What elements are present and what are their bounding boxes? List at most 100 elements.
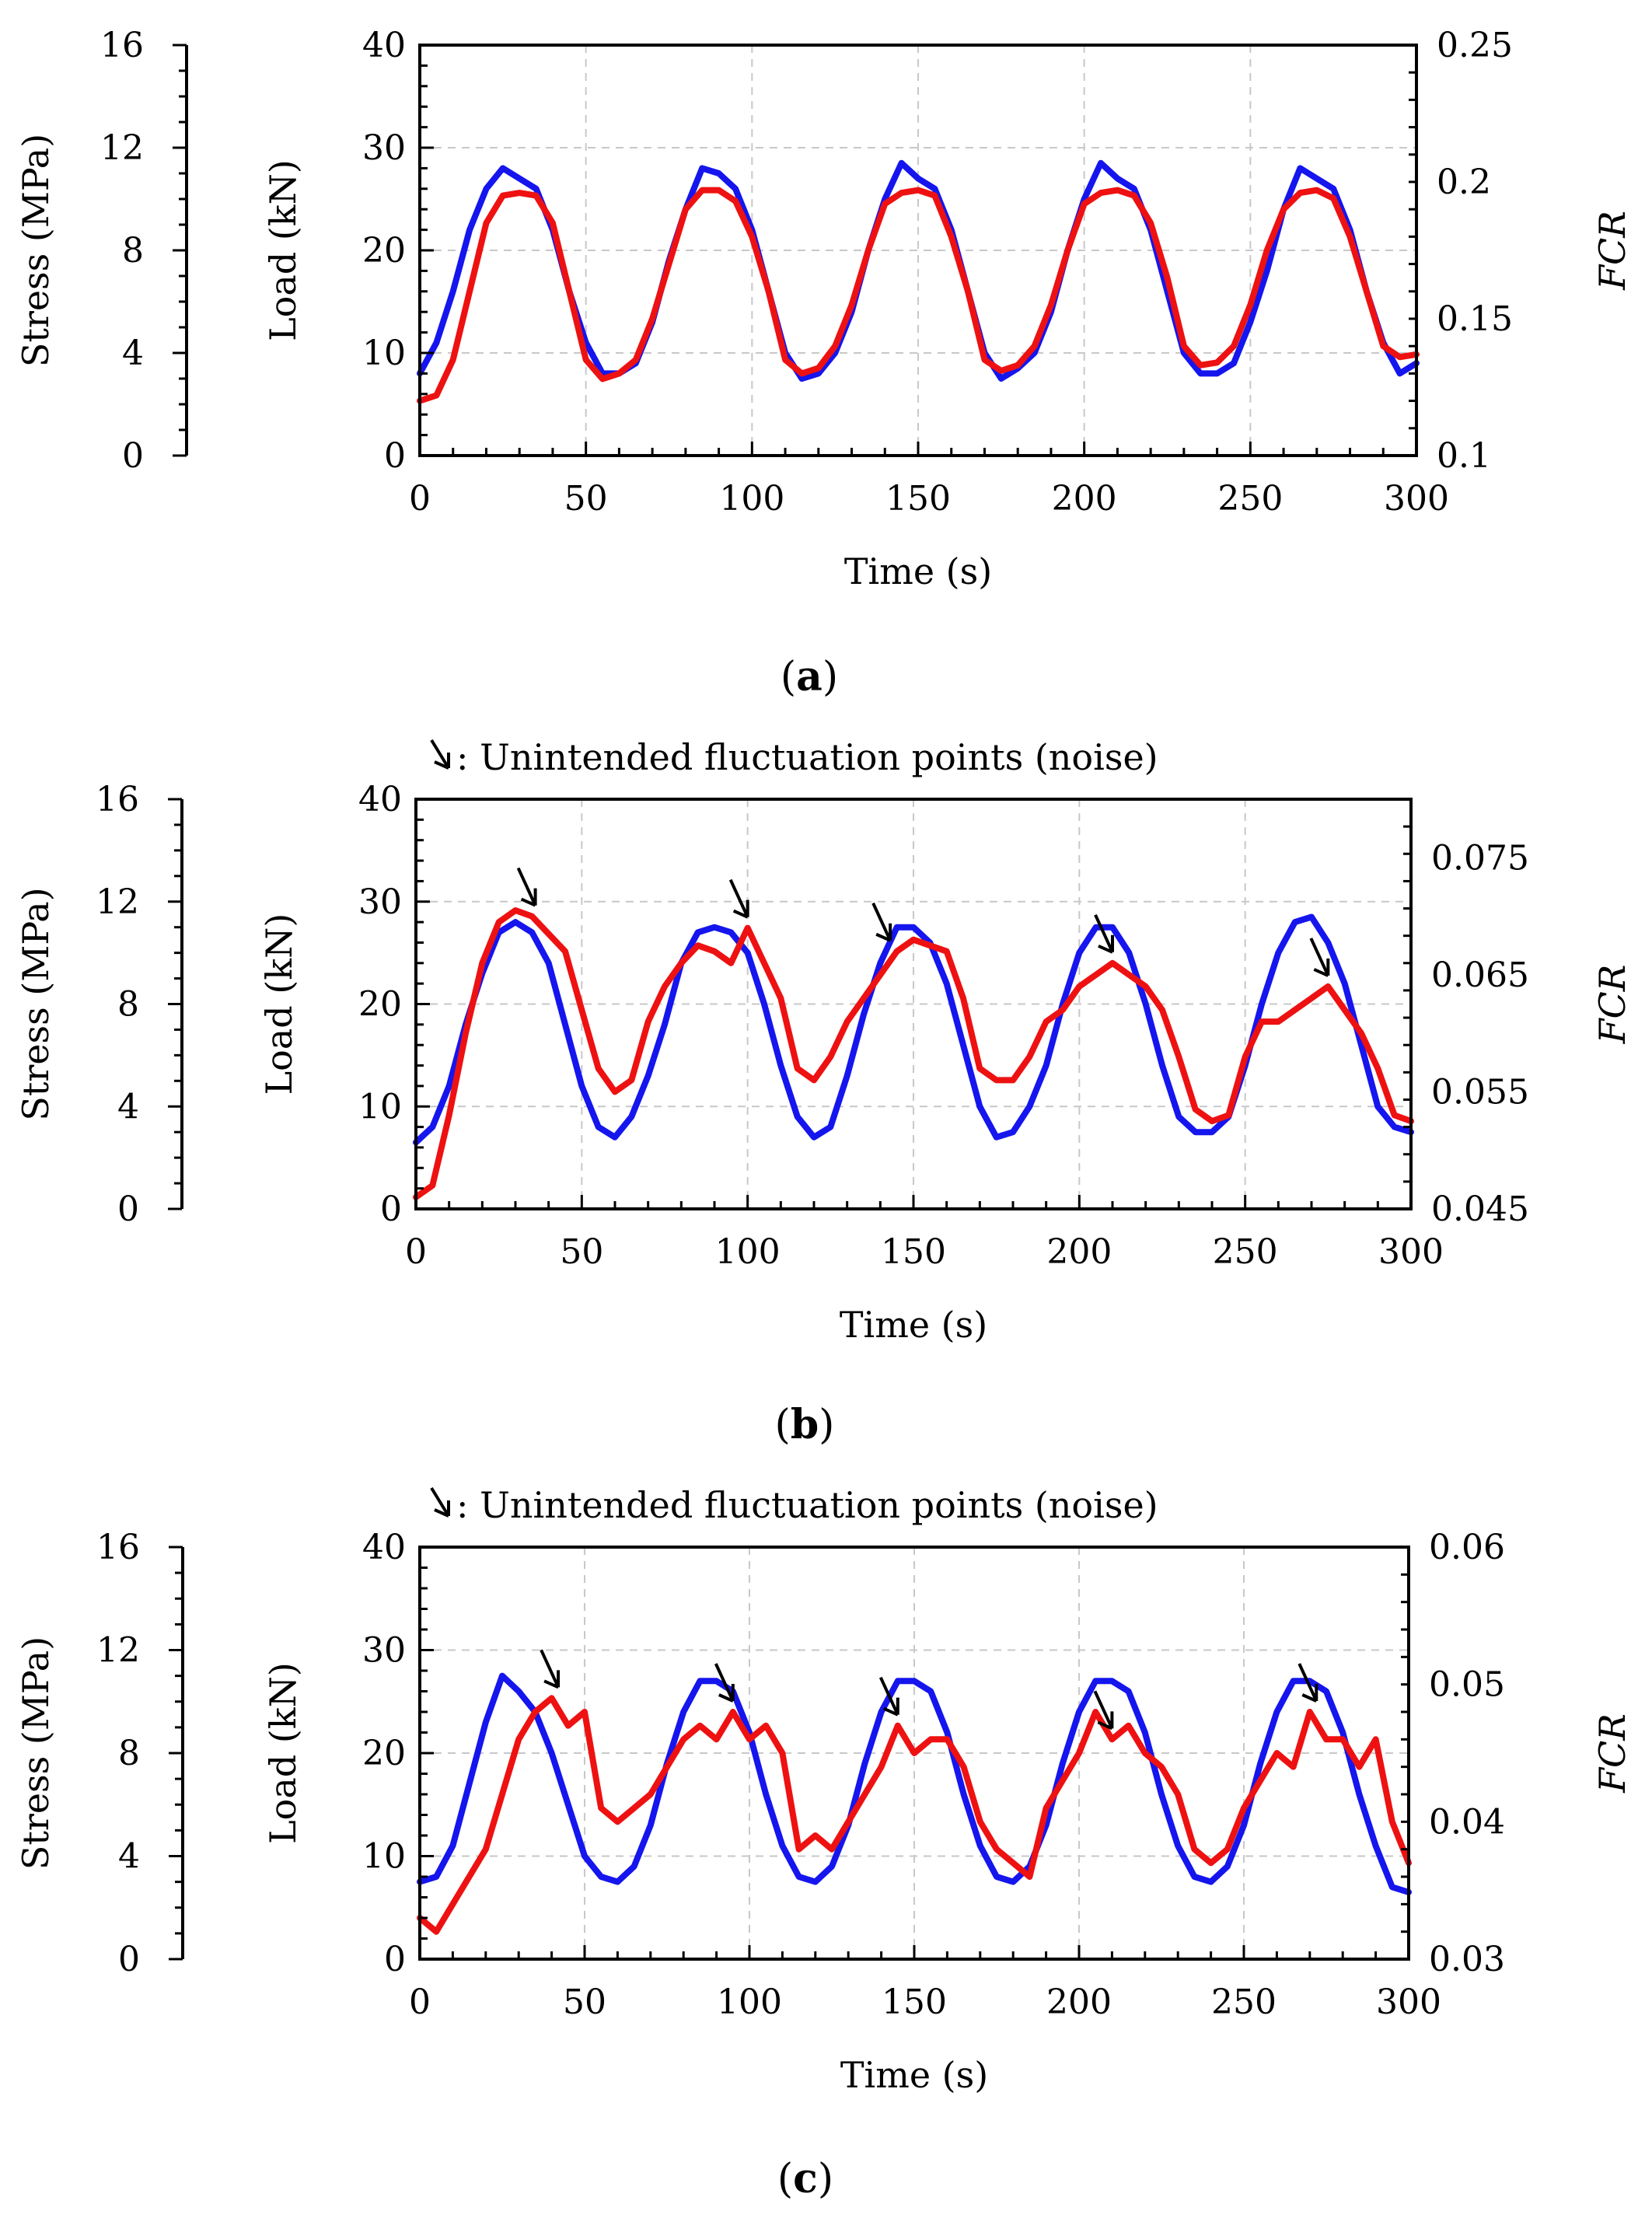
y-tick-label: 30 bbox=[362, 128, 406, 168]
x-tick-label: 0 bbox=[409, 1982, 431, 2022]
y-tick-label: 40 bbox=[362, 1528, 406, 1567]
legend-arrow-icon bbox=[430, 1486, 450, 1518]
noise-arrow-icon bbox=[728, 878, 749, 919]
y-tick-label: 10 bbox=[362, 334, 406, 373]
x-tick-label: 100 bbox=[719, 479, 784, 519]
stress-tick-label: 8 bbox=[118, 1734, 140, 1773]
load-axis-title: Load (kN) bbox=[258, 913, 300, 1095]
panel-b: 0 50 100 150 200 250 3000102030400.0450.0550.0… bbox=[15, 736, 1633, 1448]
stress-tick-label: 12 bbox=[100, 128, 144, 168]
load-axis-title: Load (kN) bbox=[262, 159, 304, 341]
stress-axis-title: Stress (MPa) bbox=[15, 887, 57, 1120]
fcr-axis-title: FCR bbox=[1591, 965, 1633, 1045]
legend-arrow-icon bbox=[430, 739, 450, 770]
stress-tick-label: 0 bbox=[117, 1189, 139, 1229]
x-tick-label: 300 bbox=[1376, 1982, 1441, 2022]
right-tick-label: 0.2 bbox=[1437, 162, 1491, 202]
noise-arrow-icon bbox=[878, 1676, 899, 1717]
x-tick-label: 200 bbox=[1046, 1232, 1112, 1272]
stress-tick-label: 16 bbox=[100, 26, 144, 65]
y-tick-label: 30 bbox=[362, 1631, 406, 1671]
noise-arrow-icon bbox=[871, 902, 892, 942]
fcr-series-line bbox=[417, 187, 1420, 404]
right-tick-label: 0.045 bbox=[1431, 1189, 1529, 1229]
x-tick-label: 150 bbox=[885, 479, 951, 519]
y-tick-label: 0 bbox=[384, 1940, 406, 1979]
right-tick-label: 0.065 bbox=[1431, 955, 1529, 995]
x-tick-label: 50 bbox=[564, 479, 608, 519]
panel-a: 0 50 100 150 200 250 3000102030400.10.150.20.2… bbox=[15, 26, 1633, 700]
x-axis-title: Time (s) bbox=[840, 2054, 988, 2096]
load-axis-title: Load (kN) bbox=[262, 1662, 304, 1844]
stress-tick-label: 8 bbox=[122, 231, 144, 271]
noise-arrow-icon bbox=[1309, 938, 1330, 977]
fcr-axis-title: FCR bbox=[1591, 211, 1633, 291]
x-tick-label: 300 bbox=[1378, 1232, 1444, 1272]
x-tick-label: 0 bbox=[405, 1232, 427, 1272]
x-tick-label: 200 bbox=[1046, 1982, 1112, 2022]
x-tick-label: 250 bbox=[1213, 1232, 1278, 1272]
fcr-series-line bbox=[417, 1695, 1412, 1935]
panel-label: (b) bbox=[775, 1401, 835, 1448]
right-tick-label: 0.25 bbox=[1437, 26, 1513, 65]
stress-tick-label: 12 bbox=[96, 1631, 140, 1671]
noise-note: : Unintended fluctuation points (noise) bbox=[456, 1484, 1158, 1526]
y-tick-label: 0 bbox=[384, 436, 406, 476]
y-tick-label: 20 bbox=[362, 1734, 406, 1773]
x-tick-label: 0 bbox=[409, 479, 431, 519]
load-series-line bbox=[417, 159, 1420, 382]
x-tick-label: 150 bbox=[882, 1982, 947, 2022]
y-tick-label: 10 bbox=[362, 1837, 406, 1877]
stress-tick-label: 4 bbox=[122, 334, 144, 373]
stress-tick-label: 0 bbox=[118, 1940, 140, 1979]
x-tick-label: 50 bbox=[563, 1982, 606, 2022]
right-tick-label: 0.06 bbox=[1429, 1528, 1505, 1567]
load-series-line bbox=[417, 1672, 1412, 1895]
noise-arrow-icon bbox=[1298, 1663, 1318, 1703]
right-tick-label: 0.04 bbox=[1429, 1802, 1505, 1842]
stress-tick-label: 16 bbox=[96, 780, 139, 819]
y-tick-label: 20 bbox=[362, 231, 406, 271]
x-tick-label: 100 bbox=[717, 1982, 782, 2022]
stress-tick-label: 0 bbox=[122, 436, 144, 476]
right-tick-label: 0.05 bbox=[1429, 1665, 1505, 1705]
panel-label: (c) bbox=[777, 2155, 833, 2202]
x-tick-label: 50 bbox=[560, 1232, 603, 1272]
y-tick-label: 20 bbox=[358, 985, 402, 1025]
stress-tick-label: 16 bbox=[96, 1528, 140, 1567]
x-axis-title: Time (s) bbox=[840, 1304, 987, 1346]
right-tick-label: 0.15 bbox=[1437, 299, 1513, 339]
y-tick-label: 10 bbox=[358, 1087, 402, 1126]
x-tick-label: 250 bbox=[1211, 1982, 1277, 2022]
noise-arrow-icon bbox=[1093, 1690, 1114, 1731]
x-tick-label: 100 bbox=[715, 1232, 781, 1272]
stress-tick-label: 4 bbox=[118, 1837, 140, 1877]
stress-tick-label: 12 bbox=[96, 882, 139, 922]
y-tick-label: 40 bbox=[358, 780, 402, 819]
x-tick-label: 300 bbox=[1384, 479, 1449, 519]
noise-note: : Unintended fluctuation points (noise) bbox=[456, 736, 1158, 778]
noise-arrow-icon bbox=[516, 867, 537, 907]
noise-arrow-icon bbox=[540, 1649, 561, 1689]
x-tick-label: 200 bbox=[1052, 479, 1117, 519]
y-tick-label: 30 bbox=[358, 882, 402, 922]
stress-axis-title: Stress (MPa) bbox=[15, 1636, 57, 1870]
right-tick-label: 0.055 bbox=[1431, 1072, 1529, 1112]
noise-arrow-icon bbox=[1094, 913, 1114, 954]
x-axis-title: Time (s) bbox=[844, 550, 992, 592]
stress-tick-label: 8 bbox=[117, 985, 139, 1025]
y-tick-label: 0 bbox=[380, 1189, 402, 1229]
panel-c: 0 50 100 150 200 250 3000102030400.030.040.050… bbox=[15, 1484, 1633, 2202]
x-tick-label: 250 bbox=[1217, 479, 1283, 519]
panel-label: (a) bbox=[781, 653, 838, 700]
fcr-series-line bbox=[413, 907, 1414, 1200]
x-tick-label: 150 bbox=[881, 1232, 946, 1272]
right-tick-label: 0.03 bbox=[1429, 1940, 1505, 1979]
right-tick-label: 0.075 bbox=[1431, 838, 1529, 878]
fcr-axis-title: FCR bbox=[1591, 1713, 1633, 1794]
y-tick-label: 40 bbox=[362, 26, 406, 65]
stress-tick-label: 4 bbox=[117, 1087, 139, 1126]
right-tick-label: 0.1 bbox=[1437, 436, 1491, 476]
stress-axis-title: Stress (MPa) bbox=[15, 134, 57, 367]
